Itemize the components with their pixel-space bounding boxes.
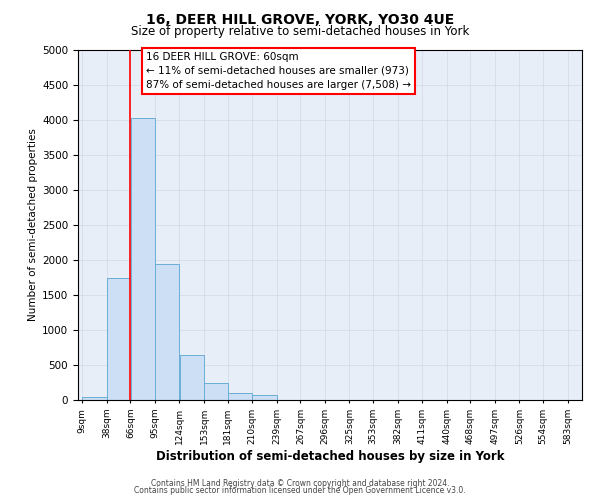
Bar — [82, 396, 107, 400]
Text: 16 DEER HILL GROVE: 60sqm
← 11% of semi-detached houses are smaller (973)
87% of: 16 DEER HILL GROVE: 60sqm ← 11% of semi-… — [146, 52, 411, 90]
Text: Contains public sector information licensed under the Open Government Licence v3: Contains public sector information licen… — [134, 486, 466, 495]
Bar — [155, 264, 179, 400]
Y-axis label: Number of semi-detached properties: Number of semi-detached properties — [28, 128, 38, 322]
Bar — [204, 383, 229, 400]
X-axis label: Distribution of semi-detached houses by size in York: Distribution of semi-detached houses by … — [156, 450, 504, 462]
Text: Size of property relative to semi-detached houses in York: Size of property relative to semi-detach… — [131, 25, 469, 38]
Bar — [179, 354, 204, 400]
Text: 16, DEER HILL GROVE, YORK, YO30 4UE: 16, DEER HILL GROVE, YORK, YO30 4UE — [146, 12, 454, 26]
Text: Contains HM Land Registry data © Crown copyright and database right 2024.: Contains HM Land Registry data © Crown c… — [151, 478, 449, 488]
Bar — [228, 393, 252, 400]
Bar — [253, 395, 277, 400]
Bar — [107, 278, 131, 400]
Bar — [131, 118, 155, 400]
